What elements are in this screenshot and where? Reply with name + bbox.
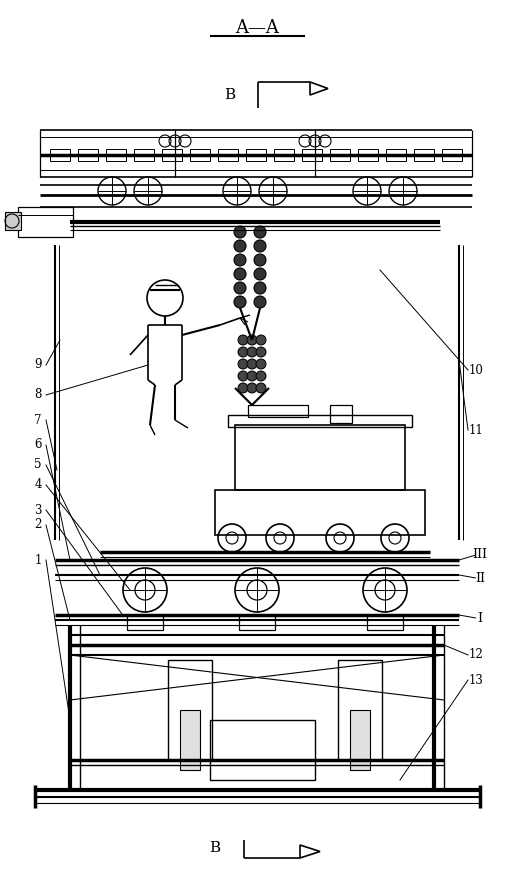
Text: 1: 1: [34, 553, 42, 566]
Text: 4: 4: [34, 478, 42, 492]
Circle shape: [238, 347, 248, 357]
Text: 3: 3: [34, 504, 42, 516]
Bar: [442, 149, 462, 161]
Bar: [386, 149, 406, 161]
Bar: [248, 405, 308, 417]
Circle shape: [247, 347, 257, 357]
Text: 8: 8: [34, 389, 42, 402]
Bar: [210, 720, 315, 780]
Circle shape: [247, 335, 257, 345]
Text: 5: 5: [34, 458, 42, 471]
Circle shape: [238, 335, 248, 345]
Text: 11: 11: [469, 424, 483, 436]
Circle shape: [256, 335, 266, 345]
Circle shape: [254, 282, 266, 294]
Bar: [190, 149, 210, 161]
Bar: [106, 149, 126, 161]
Bar: [78, 149, 98, 161]
Bar: [414, 149, 434, 161]
Text: 2: 2: [34, 519, 42, 531]
Bar: [239, 615, 275, 630]
Bar: [168, 660, 212, 760]
Text: 13: 13: [469, 673, 484, 686]
Bar: [127, 615, 163, 630]
Circle shape: [234, 268, 246, 280]
Circle shape: [238, 371, 248, 381]
Bar: [218, 149, 238, 161]
Bar: [330, 405, 352, 423]
Circle shape: [247, 383, 257, 393]
Bar: [302, 149, 322, 161]
Text: 10: 10: [469, 364, 484, 376]
Circle shape: [247, 371, 257, 381]
Circle shape: [256, 359, 266, 369]
Bar: [228, 415, 412, 427]
Bar: [134, 149, 154, 161]
Bar: [367, 615, 403, 630]
Bar: [350, 710, 370, 770]
Circle shape: [254, 268, 266, 280]
Circle shape: [247, 359, 257, 369]
Text: I: I: [478, 611, 483, 625]
Circle shape: [256, 347, 266, 357]
Bar: [50, 149, 70, 161]
Text: 9: 9: [34, 359, 42, 372]
Circle shape: [254, 240, 266, 252]
Circle shape: [238, 359, 248, 369]
Text: 6: 6: [34, 439, 42, 451]
Bar: [274, 149, 294, 161]
Text: B: B: [225, 88, 235, 102]
Bar: [235, 425, 405, 490]
Bar: [5, 212, 21, 230]
Circle shape: [254, 226, 266, 238]
Circle shape: [254, 296, 266, 308]
Circle shape: [256, 371, 266, 381]
Text: A—A: A—A: [235, 19, 279, 37]
Circle shape: [238, 383, 248, 393]
Text: III: III: [472, 549, 487, 561]
Circle shape: [234, 282, 246, 294]
Bar: [358, 149, 378, 161]
Bar: [180, 710, 200, 770]
Bar: [162, 149, 182, 161]
Text: B: B: [209, 841, 221, 855]
Bar: [246, 149, 266, 161]
Circle shape: [234, 240, 246, 252]
Bar: [338, 660, 382, 760]
Text: II: II: [475, 572, 485, 584]
Text: 12: 12: [469, 648, 483, 662]
Bar: [18, 207, 73, 237]
Circle shape: [234, 226, 246, 238]
Circle shape: [254, 254, 266, 266]
Bar: [330, 149, 350, 161]
Circle shape: [234, 296, 246, 308]
Text: 7: 7: [34, 413, 42, 426]
Bar: [215, 490, 425, 535]
Circle shape: [256, 383, 266, 393]
Circle shape: [234, 254, 246, 266]
